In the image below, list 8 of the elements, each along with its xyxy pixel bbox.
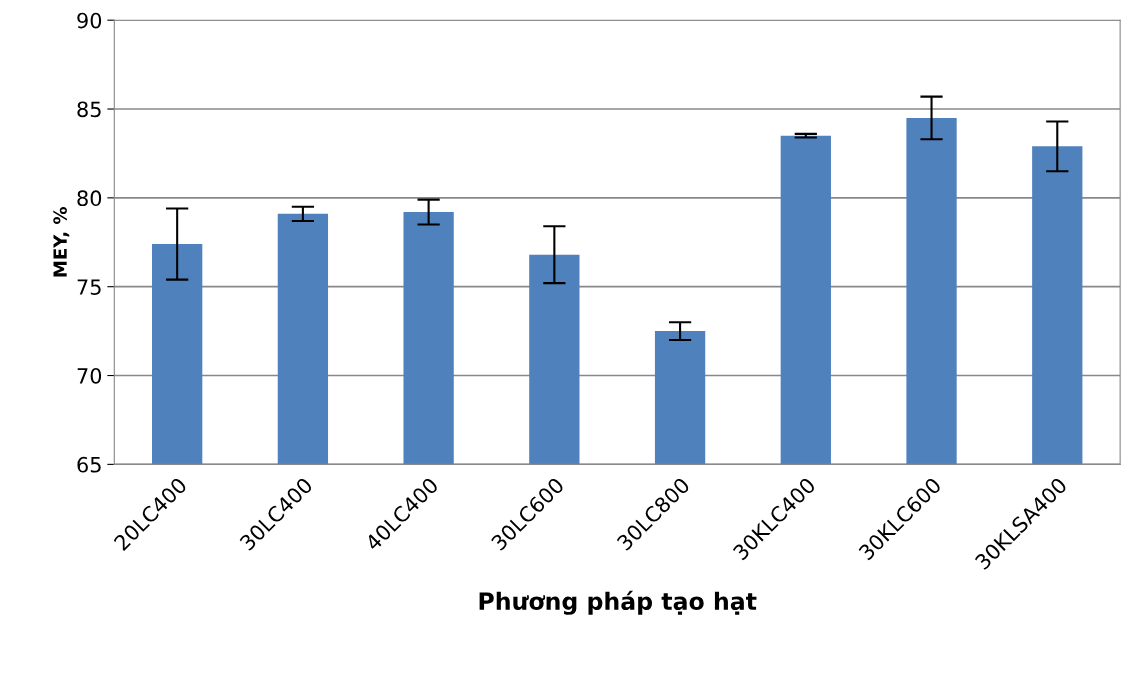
y-tick-label: 85 <box>77 101 101 118</box>
y-tick-label: 80 <box>77 190 102 207</box>
y-tick-label: 70 <box>77 367 102 384</box>
y-axis-title: MEY, % <box>53 207 70 277</box>
y-tick-label: 75 <box>77 279 101 295</box>
x-axis-title: Phương pháp tạo hạt <box>479 590 757 615</box>
y-tick-label: 65 <box>77 456 101 473</box>
y-tick-label: 90 <box>77 12 102 29</box>
